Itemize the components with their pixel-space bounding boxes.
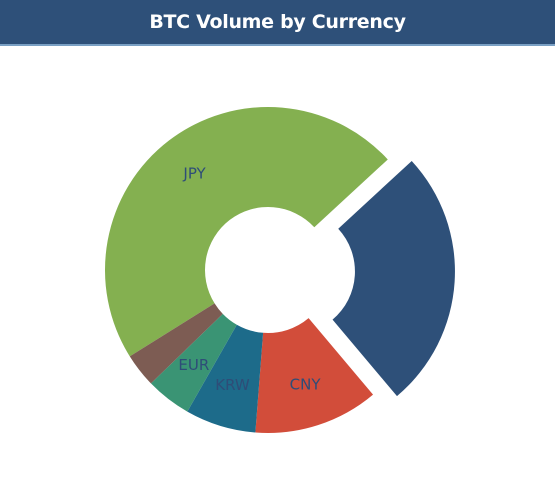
slice-label-cny: CNY: [290, 376, 322, 394]
slice-label-jpy: JPY: [182, 164, 206, 182]
slice-label-krw: KRW: [215, 376, 250, 394]
slice-eur[interactable]: [150, 313, 237, 412]
slice-unlabeled-5[interactable]: [129, 303, 223, 384]
slice-krw[interactable]: [187, 324, 264, 433]
slice-cny[interactable]: [255, 318, 374, 433]
chart-title: BTC Volume by Currency: [149, 11, 406, 33]
slice-unlabeled-1[interactable]: [332, 160, 455, 397]
chart-header: BTC Volume by Currency: [0, 0, 555, 46]
slice-jpy[interactable]: [105, 107, 388, 357]
slice-label-eur: EUR: [178, 356, 209, 374]
